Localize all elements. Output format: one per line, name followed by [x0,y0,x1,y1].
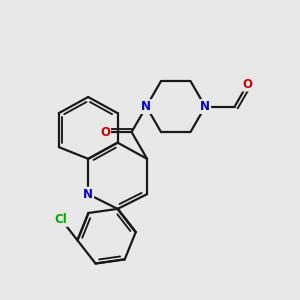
Text: N: N [200,100,210,113]
Text: O: O [243,78,253,91]
Text: N: N [141,100,151,113]
Text: O: O [100,126,110,139]
Text: Cl: Cl [55,213,68,226]
Text: N: N [83,188,93,201]
